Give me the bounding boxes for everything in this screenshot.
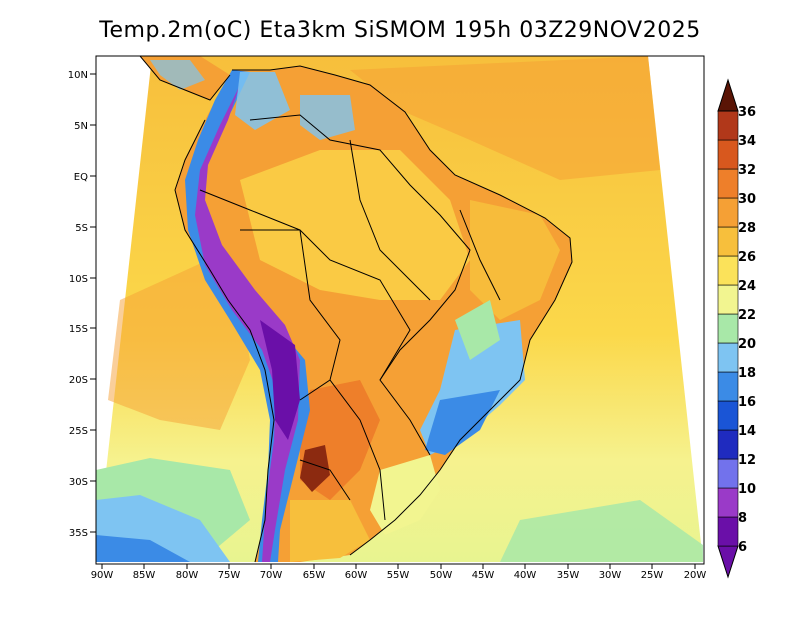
lat-label-5s: 5S [75, 223, 88, 234]
colorbar-segment-30-32 [717, 168, 739, 199]
northeast-brazil [470, 200, 560, 320]
central-highlands [455, 300, 500, 360]
lat-label-20s: 20S [69, 375, 88, 386]
lon-label-80w: 80W [176, 570, 199, 581]
plot-frame [95, 55, 705, 565]
lon-label-60w: 60W [345, 570, 368, 581]
colorbar-segment-16-18 [717, 371, 739, 402]
lon-label-70w: 70W [260, 570, 283, 581]
central-america-coast [139, 56, 231, 101]
southeast-cool-band [500, 500, 703, 562]
andes-very-cold [195, 85, 300, 562]
colorbar-segment-24-26 [717, 255, 739, 286]
southeast-highlands-cold [425, 390, 500, 455]
lon-label-55w: 55W [387, 570, 410, 581]
colorbar-label-20: 20 [738, 337, 756, 352]
colorbar-label-12: 12 [738, 453, 756, 468]
colorbar-label-16: 16 [738, 395, 756, 410]
lat-label-30s: 30S [69, 477, 88, 488]
colorbar-segment-8-10 [717, 487, 739, 518]
lon-label-40w: 40W [514, 570, 537, 581]
colorbar-label-32: 32 [738, 163, 756, 178]
pampas [290, 500, 370, 562]
colorbar-label-18: 18 [738, 366, 756, 381]
lon-label-20w: 20W [684, 570, 707, 581]
lat-label-15s: 15S [69, 324, 88, 335]
colorbar-label-6: 6 [738, 540, 747, 555]
atlantic-warm-region [350, 56, 660, 180]
colorbar-label-30: 30 [738, 192, 756, 207]
colorbar-segment-32-34 [717, 139, 739, 170]
colorbar-segment-28-30 [717, 197, 739, 228]
lon-label-25w: 25W [641, 570, 664, 581]
south-brazil-uruguay [370, 455, 440, 535]
colorbar-label-24: 24 [738, 279, 756, 294]
caribbean-cool-waters [150, 60, 205, 90]
andes-north-cool [235, 72, 290, 130]
lat-label-eq: EQ [74, 172, 88, 183]
lat-label-10s: 10S [69, 274, 88, 285]
colorbar-segment-34-36 [717, 110, 739, 141]
colorbar-segment-6-8 [717, 516, 739, 547]
colorbar-segment-14-16 [717, 400, 739, 431]
colorbar-max-arrow [717, 78, 739, 112]
lon-label-35w: 35W [557, 570, 580, 581]
colorbar-label-14: 14 [738, 424, 756, 439]
lon-label-30w: 30W [599, 570, 622, 581]
lon-label-85w: 85W [133, 570, 156, 581]
colorbar-label-26: 26 [738, 250, 756, 265]
longitude-axis: 90W 85W 80W 75W 70W 65W 60W 55W 50W 45W … [91, 564, 707, 581]
lon-label-75w: 75W [218, 570, 241, 581]
lat-label-5n: 5N [74, 121, 88, 132]
lon-label-65w: 65W [303, 570, 326, 581]
colorbar-label-28: 28 [738, 221, 756, 236]
guiana-highlands [300, 95, 355, 140]
colorbar-label-36: 36 [738, 105, 756, 120]
chaco-hottest-spot [300, 445, 330, 492]
colorbar-segment-12-14 [717, 429, 739, 460]
colorbar-segment-18-20 [717, 342, 739, 373]
lon-label-90w: 90W [91, 570, 114, 581]
lat-label-35s: 35S [69, 528, 88, 539]
colorbar-label-8: 8 [738, 511, 747, 526]
colorbar-segment-20-22 [717, 313, 739, 344]
lat-label-25s: 25S [69, 426, 88, 437]
colorbar-label-34: 34 [738, 134, 756, 149]
temperature-field [96, 56, 703, 563]
latitude-axis: 10N 5N EQ 5S 10S 15S 20S 25S 30S 35S [68, 70, 96, 539]
lon-label-45w: 45W [472, 570, 495, 581]
colorbar-min-arrow [717, 545, 739, 579]
colorbar-segment-26-28 [717, 226, 739, 257]
andes-altiplano [260, 320, 300, 440]
colorbar: 6 8 10 12 14 16 18 20 22 24 26 28 30 32 … [717, 78, 756, 579]
colorbar-label-22: 22 [738, 308, 756, 323]
colorbar-segment-22-24 [717, 284, 739, 315]
colorbar-label-10: 10 [738, 482, 756, 497]
map-title: Temp.2m(oC) Eta3km SiSMOM 195h 03Z29NOV2… [99, 18, 701, 43]
southwest-colder-band [96, 535, 190, 562]
colorbar-segment-10-12 [717, 458, 739, 489]
lat-label-10n: 10N [68, 70, 88, 81]
country-borders [174, 65, 573, 563]
lon-label-50w: 50W [430, 570, 453, 581]
